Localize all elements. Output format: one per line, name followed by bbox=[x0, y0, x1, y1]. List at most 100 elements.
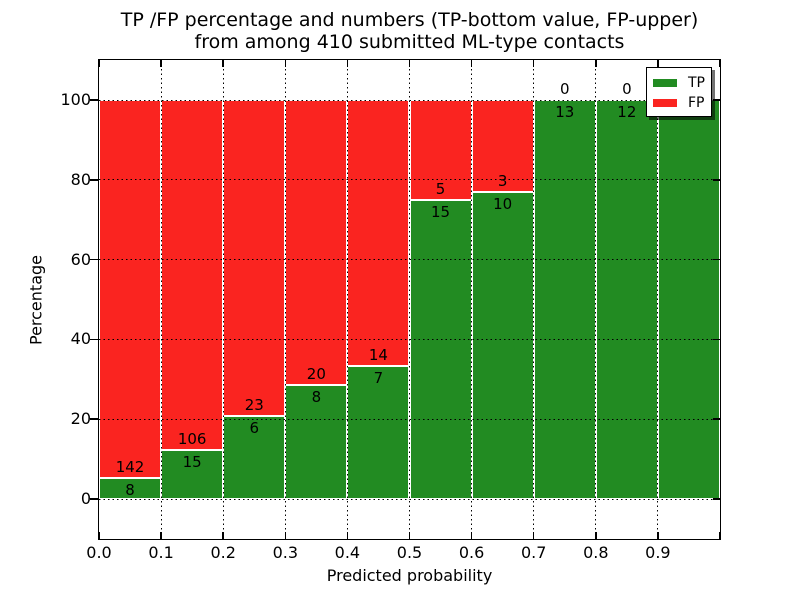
x-tick-mark bbox=[595, 60, 597, 67]
fp-legend-swatch bbox=[653, 99, 677, 107]
plot-area: TP FP 14281061523620814751531001301203 bbox=[90, 59, 721, 540]
y-tick-mark bbox=[713, 99, 720, 101]
x-tick-mark bbox=[470, 532, 473, 539]
x-tick-mark bbox=[98, 60, 100, 67]
v-gridline bbox=[346, 60, 348, 539]
tp-count-label: 6 bbox=[249, 419, 259, 438]
tp-bar-segment bbox=[409, 199, 472, 499]
y-tick-label: 0 bbox=[80, 489, 91, 508]
fp-bar-segment bbox=[471, 100, 534, 193]
y-tick-mark bbox=[713, 498, 720, 500]
fp-count-label: 3 bbox=[497, 172, 508, 191]
x-tick-mark bbox=[470, 60, 473, 67]
x-tick-mark bbox=[532, 532, 535, 539]
v-gridline bbox=[409, 60, 410, 539]
x-axis-label: Predicted probability bbox=[326, 566, 493, 585]
tp-count-label: 13 bbox=[555, 103, 575, 121]
x-tick-label: 0.1 bbox=[148, 543, 174, 562]
x-tick-label: 0.4 bbox=[334, 543, 361, 562]
tp-count-label: 10 bbox=[493, 195, 513, 214]
x-tick-mark bbox=[284, 532, 287, 539]
x-tick-label: 0.7 bbox=[520, 543, 547, 562]
x-tick-label: 0.2 bbox=[210, 543, 236, 562]
x-tick-label: 0.8 bbox=[583, 543, 609, 562]
x-tick-label: 0.0 bbox=[86, 543, 112, 562]
fp-count-label: 20 bbox=[306, 365, 326, 383]
x-tick-mark bbox=[719, 60, 721, 67]
x-tick-mark bbox=[595, 532, 597, 539]
fp-bar-segment bbox=[161, 100, 224, 450]
fp-bar-segment bbox=[223, 100, 286, 417]
fp-bar-segment bbox=[347, 100, 410, 366]
v-gridline bbox=[471, 60, 473, 539]
x-tick-mark bbox=[532, 60, 535, 67]
v-gridline bbox=[160, 60, 162, 539]
y-tick-mark bbox=[90, 498, 98, 500]
x-tick-mark bbox=[657, 60, 659, 67]
fp-count-label: 14 bbox=[368, 346, 388, 364]
v-gridline bbox=[595, 60, 597, 539]
tp-count-label: 15 bbox=[182, 452, 202, 471]
y-tick-label: 20 bbox=[70, 409, 91, 429]
x-tick-mark bbox=[98, 532, 100, 539]
x-tick-mark bbox=[408, 60, 411, 67]
legend-row-fp: FP bbox=[647, 93, 711, 113]
y-tick-mark bbox=[90, 418, 98, 420]
x-tick-mark bbox=[657, 532, 659, 539]
y-axis-label: Percentage bbox=[26, 254, 46, 346]
y-tick-mark bbox=[713, 418, 720, 420]
y-tick-label: 100 bbox=[60, 90, 91, 109]
fp-bar-segment bbox=[285, 100, 348, 385]
v-gridline bbox=[533, 60, 535, 539]
y-tick-label: 80 bbox=[70, 169, 91, 189]
x-tick-label: 0.9 bbox=[645, 543, 671, 562]
legend-row-tp: TP bbox=[647, 73, 711, 93]
tp-bar-segment bbox=[657, 100, 720, 499]
tp-bar-segment bbox=[223, 416, 286, 499]
tp-bar-segment bbox=[595, 100, 658, 499]
tp-bar-segment bbox=[99, 477, 162, 499]
tp-legend-swatch bbox=[653, 79, 677, 87]
fp-count-label: 5 bbox=[435, 179, 446, 198]
fp-count-label: 0 bbox=[622, 80, 632, 98]
tp-count-label: 15 bbox=[431, 202, 451, 221]
x-tick-mark bbox=[222, 532, 224, 539]
x-tick-label: 0.3 bbox=[272, 543, 299, 562]
x-tick-mark bbox=[222, 60, 224, 67]
legend: TP FP bbox=[646, 67, 712, 117]
fp-count-label: 106 bbox=[177, 429, 207, 448]
x-tick-label: 0.5 bbox=[396, 543, 423, 562]
x-tick-mark bbox=[346, 532, 349, 539]
fp-count-label: 142 bbox=[115, 457, 145, 476]
y-tick-mark bbox=[713, 179, 720, 181]
y-tick-label: 60 bbox=[70, 249, 91, 269]
tp-bar-segment bbox=[533, 100, 596, 499]
y-tick-mark bbox=[90, 179, 98, 181]
y-tick-mark bbox=[713, 338, 720, 341]
x-tick-mark bbox=[160, 60, 162, 67]
tp-legend-label: TP bbox=[688, 75, 705, 91]
x-tick-mark bbox=[408, 532, 411, 539]
chart-title-line-2: from among 410 submitted ML-type contact… bbox=[194, 31, 625, 53]
tp-bar-segment bbox=[347, 366, 410, 499]
fp-bar-segment bbox=[99, 100, 162, 478]
tp-bar-segment bbox=[471, 192, 534, 499]
fp-count-label: 23 bbox=[244, 396, 264, 415]
tp-count-label: 12 bbox=[617, 103, 637, 121]
x-tick-mark bbox=[284, 60, 287, 67]
x-tick-label: 0.6 bbox=[458, 543, 485, 562]
chart-title-line-1: TP /FP percentage and numbers (TP-bottom… bbox=[120, 9, 699, 31]
y-tick-label: 40 bbox=[70, 329, 91, 349]
tp-count-label: 7 bbox=[373, 369, 384, 387]
x-tick-mark bbox=[719, 532, 721, 539]
y-tick-mark bbox=[90, 258, 98, 261]
v-gridline bbox=[222, 60, 224, 539]
fp-count-label: 0 bbox=[559, 80, 570, 98]
y-tick-mark bbox=[713, 258, 720, 261]
y-tick-mark bbox=[90, 338, 98, 341]
tp-bar-segment bbox=[161, 449, 224, 499]
tp-bar-segment bbox=[285, 385, 348, 499]
fp-legend-label: FP bbox=[688, 95, 705, 111]
x-tick-mark bbox=[160, 532, 162, 539]
